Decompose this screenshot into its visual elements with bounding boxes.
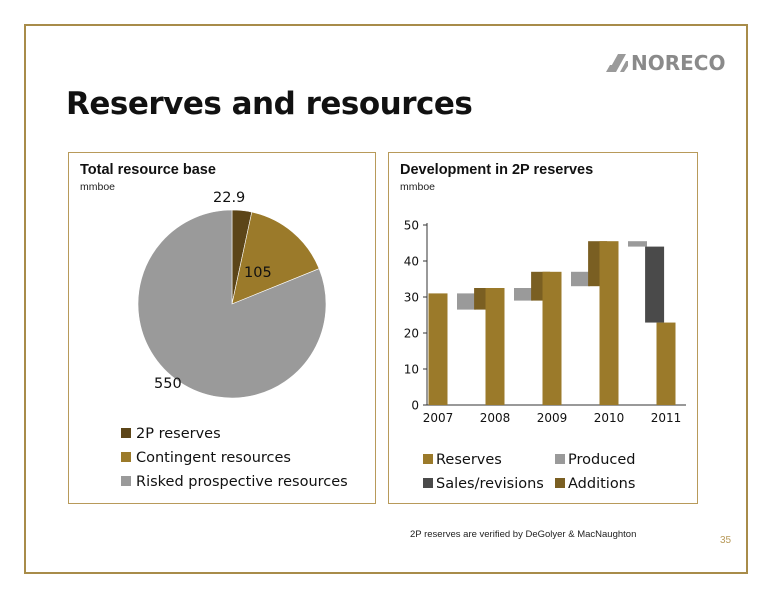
bar-produced (457, 293, 476, 310)
bar-produced (571, 271, 590, 287)
x-tick-label: 2008 (480, 411, 511, 425)
x-tick-label: 2009 (537, 411, 568, 425)
logo-text: NORECO (631, 51, 726, 75)
legend-label: Sales/revisions (436, 476, 544, 492)
y-tick-label: 50 (404, 219, 419, 233)
pie-value-label: 550 (154, 376, 182, 392)
pie-chart-unit: mmboe (80, 181, 116, 193)
pie-slice-contingent-resources (231, 211, 320, 305)
legend-swatch (423, 454, 433, 464)
legend-label: Produced (568, 452, 636, 468)
slide-frame (24, 24, 748, 574)
pie-chart-title: Total resource base (80, 162, 216, 178)
pie-value-label: 105 (244, 265, 272, 281)
pie-chart: 22.9 105 550 2P reserves Contingent resource… (121, 190, 348, 490)
bar-reserves (656, 322, 676, 405)
legend-swatch (121, 452, 131, 462)
bar-chart-panel: Development in 2P reserves mmboe 0 10 20 30… (388, 152, 698, 504)
legend-label: Additions (568, 476, 635, 492)
bar-sales-revisions (645, 246, 665, 323)
bar-chart-unit: mmboe (400, 181, 436, 193)
page-number: 35 (720, 535, 732, 546)
noreco-logo: NORECO (606, 50, 726, 76)
bar-reserves (542, 271, 562, 405)
legend-swatch (121, 476, 131, 486)
footnote: 2P reserves are verified by DeGolyer & M… (410, 529, 637, 540)
page-title: Reserves and resources (66, 86, 473, 122)
legend-label: Reserves (436, 452, 502, 468)
pie-value-label: 22.9 (213, 190, 245, 206)
bar-chart: 0 10 20 30 40 50 2007 2008 2009 2010 2011 Reserves P… (404, 219, 686, 492)
pie-slice-risked-prospective-resources (137, 209, 327, 399)
legend-label: Contingent resources (136, 450, 291, 466)
bar-reserves (485, 288, 505, 405)
legend-swatch (555, 454, 565, 464)
pie-chart-panel: Total resource base mmboe 22.9 105 550 2P r… (68, 152, 376, 504)
x-tick-label: 2007 (423, 411, 454, 425)
bar-produced (514, 288, 533, 301)
legend-swatch (555, 478, 565, 488)
legend-swatch (423, 478, 433, 488)
y-tick-label: 30 (404, 291, 419, 305)
bar-produced (628, 241, 647, 247)
x-tick-label: 2010 (594, 411, 625, 425)
bar-chart-title: Development in 2P reserves (400, 162, 594, 178)
bar-reserves (428, 293, 448, 405)
noreco-logo-icon (606, 54, 628, 72)
legend-swatch (121, 428, 131, 438)
bar-reserves (599, 241, 619, 405)
legend-label: 2P reserves (136, 426, 221, 442)
y-tick-label: 20 (404, 327, 419, 341)
y-tick-label: 40 (404, 255, 419, 269)
y-tick-label: 0 (411, 399, 419, 413)
x-tick-label: 2011 (651, 411, 682, 425)
y-tick-label: 10 (404, 363, 419, 377)
legend-label: Risked prospective resources (136, 474, 348, 490)
